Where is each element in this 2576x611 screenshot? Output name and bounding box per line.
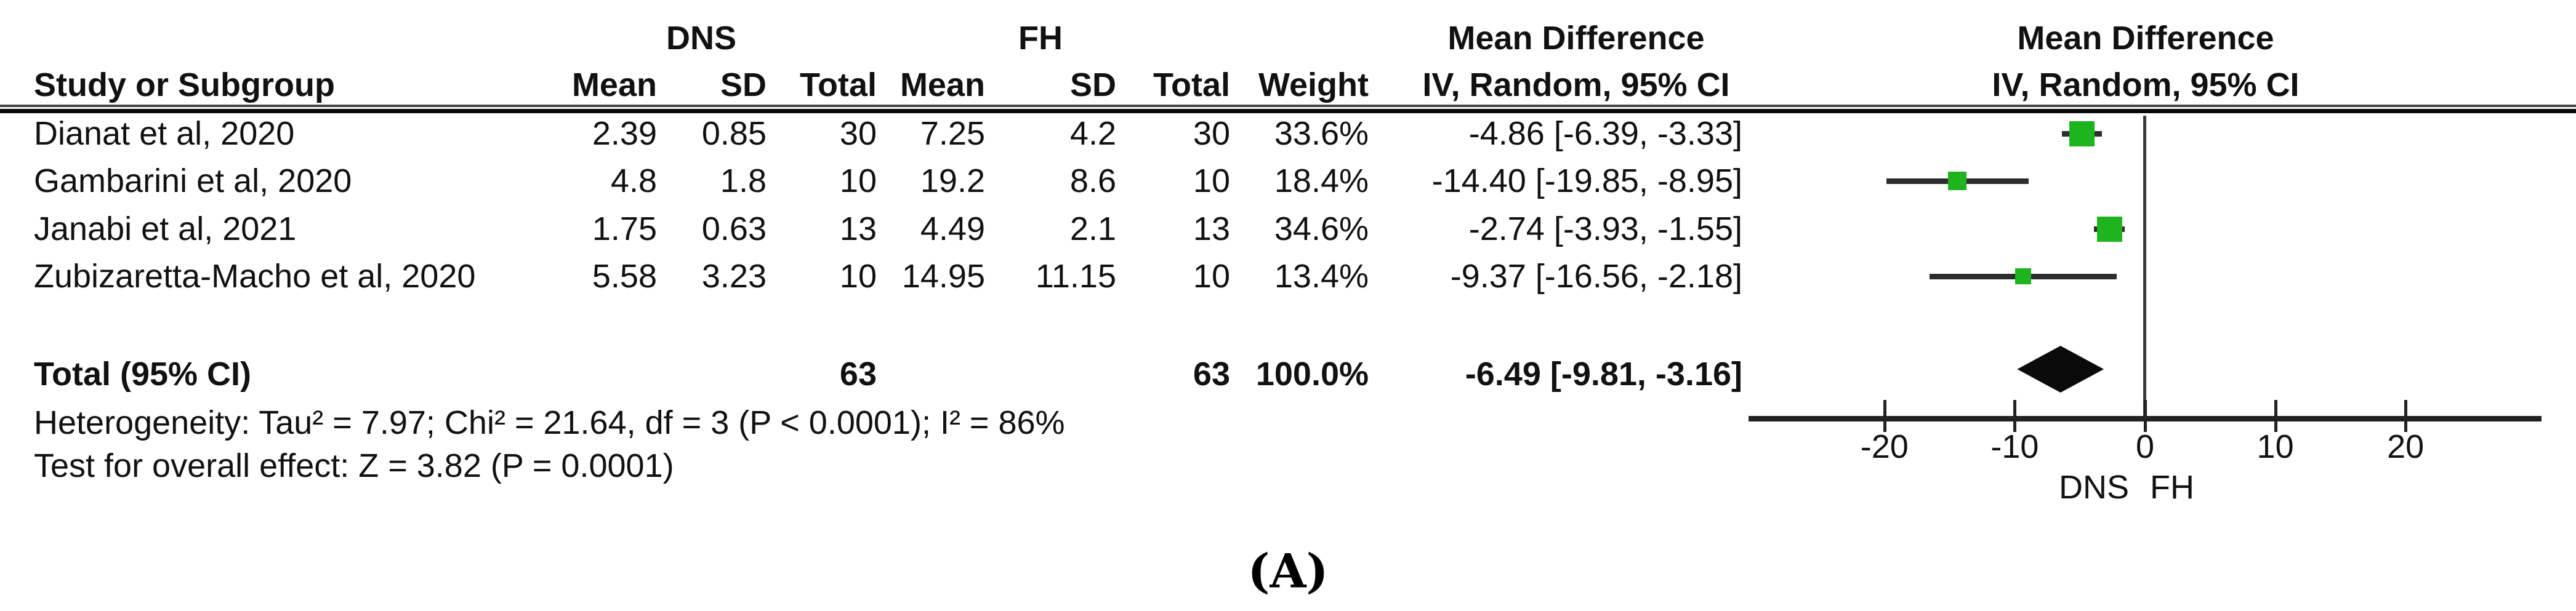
panel-label: (A) [1247, 543, 1329, 599]
header-rule-top [0, 105, 2576, 107]
heterogeneity-text: Heterogeneity: Tau² = 7.97; Chi² = 21.64… [34, 404, 1065, 441]
table-cell: -4.86 [-6.39, -3.33] [1468, 115, 1742, 152]
group2-header: FH [1018, 20, 1063, 57]
axis-tick [2013, 400, 2017, 432]
table-cell: 3.23 [701, 258, 767, 295]
table-cell: 18.4% [1274, 162, 1369, 199]
axis-tick [2274, 400, 2277, 432]
table-cell: 63 [839, 356, 877, 393]
table-cell: 0.85 [701, 115, 767, 152]
study-name: Zubizaretta-Macho et al, 2020 [34, 258, 476, 295]
table-cell: 10 [839, 162, 877, 199]
table-cell: -6.49 [-9.81, -3.16] [1465, 356, 1742, 393]
table-cell: 33.6% [1274, 115, 1369, 152]
table-cell: 10 [1193, 258, 1230, 295]
table-cell: 30 [839, 115, 877, 152]
axis-tick-label: -20 [1860, 428, 1909, 465]
table-cell: 4.49 [920, 210, 985, 247]
table-cell: 8.6 [1069, 162, 1116, 199]
axis-tick [2144, 400, 2147, 432]
table-cell: -2.74 [-3.93, -1.55] [1468, 210, 1742, 247]
effect-square [2069, 121, 2095, 146]
table-cell: -9.37 [-16.56, -2.18] [1450, 258, 1742, 295]
table-cell: 2.1 [1069, 210, 1116, 247]
study-name: Total (95% CI) [34, 356, 252, 393]
weight-header: Weight [1258, 66, 1369, 103]
axis-tick [1883, 400, 1886, 432]
table-cell: 13.4% [1274, 258, 1369, 295]
total-diamond [2017, 346, 2104, 393]
table-cell: 30 [1193, 115, 1230, 152]
table-cell: 1.8 [720, 162, 767, 199]
table-cell: 2.39 [592, 115, 657, 152]
table-cell: 13 [839, 210, 877, 247]
g2-sd-header: SD [1069, 66, 1116, 103]
study-name: Janabi et al, 2021 [34, 210, 297, 247]
effect-square [1948, 172, 1967, 190]
study-column-header: Study or Subgroup [34, 66, 335, 103]
table-cell: 10 [1193, 162, 1230, 199]
axis-tick-label: 10 [2256, 428, 2294, 465]
table-cell: 11.15 [1035, 258, 1116, 295]
effect-square [2015, 268, 2031, 284]
plot-column-title: Mean Difference [2017, 20, 2274, 57]
study-name: Gambarini et al, 2020 [34, 162, 352, 199]
g1-sd-header: SD [720, 66, 767, 103]
zero-line [2143, 116, 2146, 418]
plot-ci-header: IV, Random, 95% CI [1992, 66, 2300, 103]
table-cell: 1.75 [592, 210, 657, 247]
effect-ci-header: IV, Random, 95% CI [1422, 66, 1730, 103]
effect-column-title: Mean Difference [1447, 20, 1705, 57]
table-cell: 34.6% [1274, 210, 1369, 247]
table-cell: 0.63 [701, 210, 767, 247]
study-name: Dianat et al, 2020 [34, 115, 295, 152]
table-cell: 14.95 [901, 258, 985, 295]
g1-total-header: Total [800, 66, 877, 103]
axis-tick-label: -10 [1990, 428, 2039, 465]
header-rule-bottom [0, 109, 2576, 113]
table-cell: 100.0% [1255, 356, 1369, 393]
axis-tick [2404, 400, 2408, 432]
overall-effect-text: Test for overall effect: Z = 3.82 (P = 0… [34, 447, 674, 484]
axis-tick-label: 0 [2135, 428, 2155, 465]
table-cell: 4.8 [610, 162, 657, 199]
table-cell: 7.25 [920, 115, 985, 152]
table-cell: 13 [1193, 210, 1230, 247]
table-cell: 19.2 [920, 162, 985, 199]
table-cell: 10 [839, 258, 877, 295]
table-cell: 63 [1193, 356, 1230, 393]
table-cell: 4.2 [1069, 115, 1116, 152]
group1-header: DNS [666, 20, 736, 57]
favours-right-label: FH [2150, 469, 2194, 506]
g2-mean-header: Mean [900, 66, 985, 103]
effect-square [2096, 216, 2122, 242]
g1-mean-header: Mean [571, 66, 657, 103]
favours-left-label: DNS [2058, 469, 2129, 506]
table-cell: 5.58 [592, 258, 657, 295]
g2-total-header: Total [1153, 66, 1230, 103]
axis-tick-label: 20 [2387, 428, 2425, 465]
table-cell: -14.40 [-19.85, -8.95] [1431, 162, 1742, 199]
